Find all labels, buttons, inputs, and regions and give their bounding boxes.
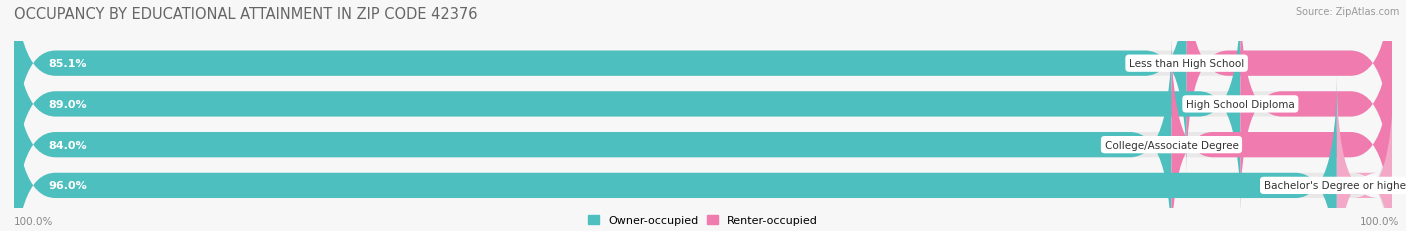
FancyBboxPatch shape (14, 0, 1240, 214)
Text: College/Associate Degree: College/Associate Degree (1105, 140, 1239, 150)
Text: OCCUPANCY BY EDUCATIONAL ATTAINMENT IN ZIP CODE 42376: OCCUPANCY BY EDUCATIONAL ATTAINMENT IN Z… (14, 7, 478, 22)
Text: 84.0%: 84.0% (48, 140, 87, 150)
FancyBboxPatch shape (14, 0, 1187, 173)
FancyBboxPatch shape (14, 36, 1171, 231)
Text: 85.1%: 85.1% (48, 59, 87, 69)
FancyBboxPatch shape (14, 0, 1392, 214)
Text: Less than High School: Less than High School (1129, 59, 1244, 69)
FancyBboxPatch shape (14, 76, 1392, 231)
FancyBboxPatch shape (1171, 36, 1392, 231)
Text: 100.0%: 100.0% (1360, 216, 1399, 226)
Text: 89.0%: 89.0% (48, 100, 87, 109)
Text: 96.0%: 96.0% (48, 181, 87, 191)
Text: Source: ZipAtlas.com: Source: ZipAtlas.com (1295, 7, 1399, 17)
Text: High School Diploma: High School Diploma (1187, 100, 1295, 109)
FancyBboxPatch shape (14, 0, 1392, 173)
FancyBboxPatch shape (1187, 0, 1392, 173)
FancyBboxPatch shape (1337, 76, 1393, 231)
FancyBboxPatch shape (1240, 0, 1392, 214)
Text: Bachelor's Degree or higher: Bachelor's Degree or higher (1264, 181, 1406, 191)
Text: 100.0%: 100.0% (14, 216, 53, 226)
Legend: Owner-occupied, Renter-occupied: Owner-occupied, Renter-occupied (588, 215, 818, 225)
FancyBboxPatch shape (14, 36, 1392, 231)
FancyBboxPatch shape (14, 76, 1337, 231)
